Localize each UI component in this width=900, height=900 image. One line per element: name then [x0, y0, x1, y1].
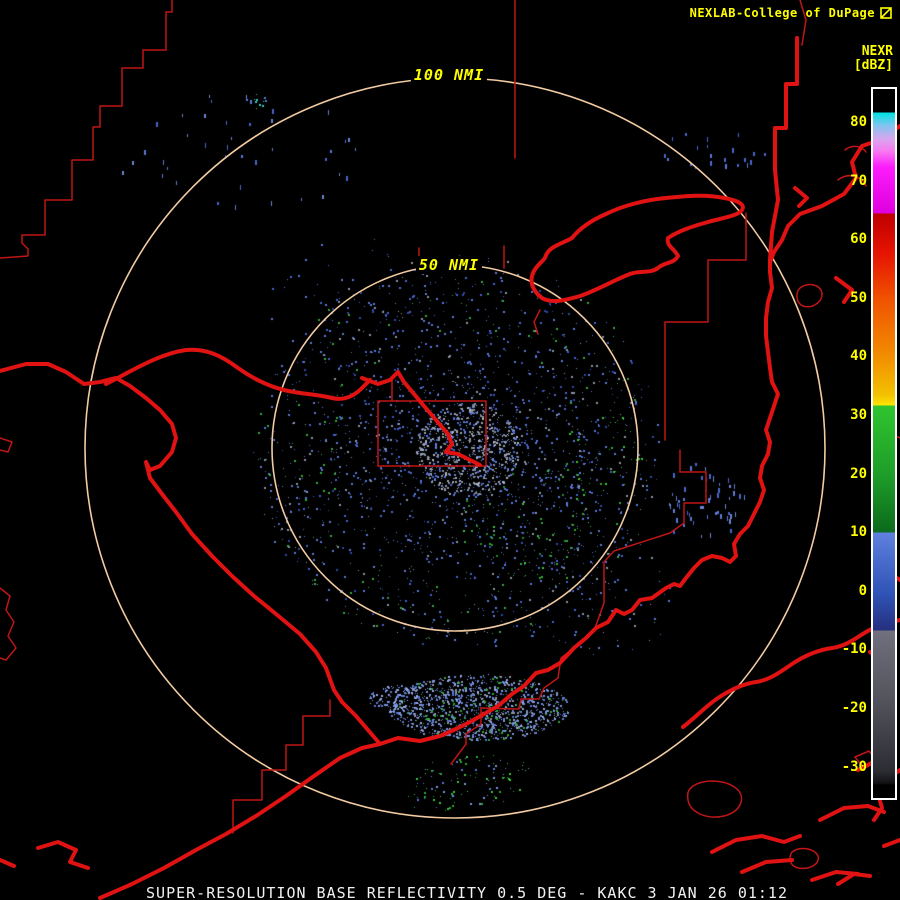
map-boundary-line [664, 212, 747, 441]
colorbar-tick-label: 80 [850, 114, 867, 130]
map-boundary-line [0, 0, 173, 259]
map-boundary-line [529, 193, 745, 304]
colorbar-tick-label: -30 [841, 759, 867, 775]
map-boundary-line [377, 400, 487, 467]
map-boundary-line [594, 258, 780, 630]
map-boundary-line [0, 437, 13, 453]
map-boundary-line [799, 0, 807, 46]
coastline-boundary-lines [0, 36, 900, 900]
colorbar-gradient [873, 89, 895, 798]
colorbar-tick-label: 70 [850, 173, 867, 189]
range-ring-50nmi [271, 264, 639, 632]
colorbar-tick-label: 0 [858, 583, 867, 599]
colorbar-tick-label: -20 [841, 700, 867, 716]
map-boundary-line [796, 283, 823, 308]
map-boundary-line [681, 618, 900, 729]
range-ring-100nmi [84, 77, 826, 819]
status-bar-text: SUPER-RESOLUTION BASE REFLECTIVITY 0.5 D… [146, 884, 788, 900]
colorbar-tick-label: 50 [850, 290, 867, 306]
product-units-label: NEXR [dBZ] [854, 45, 893, 73]
units-label: [dBZ] [853, 58, 893, 73]
map-boundary-line [0, 840, 90, 870]
attribution-text: NEXLAB-College of DuPage [689, 6, 875, 20]
map-boundary-line [98, 626, 598, 900]
colorbar-tick-label: 30 [850, 407, 867, 423]
map-boundary-line [834, 276, 854, 304]
colorbar-tick-label: 60 [850, 231, 867, 247]
colorbar-tick-label: -10 [841, 641, 867, 657]
map-boundary-line [789, 847, 819, 870]
map-boundary-line [533, 309, 541, 335]
product-name: NEXR [861, 44, 893, 59]
range-ring-label-100nmi: 100 NMI [410, 66, 488, 84]
map-boundary-line [793, 186, 809, 208]
colorbar-tick-label: 40 [850, 348, 867, 364]
map-boundary-line [232, 699, 331, 834]
map-boundary-line [0, 362, 382, 746]
map-boundary-line [768, 124, 900, 264]
map-boundary-line [686, 780, 743, 818]
dupage-logo-icon [880, 7, 892, 19]
attribution-bar: NEXLAB-College of DuPage [690, 6, 892, 20]
map-boundary-line [360, 370, 482, 467]
colorbar-tick-label: 10 [850, 524, 867, 540]
map-boundary-line [450, 449, 707, 765]
colorbar-tick-label: 20 [850, 466, 867, 482]
map-boundary-line [0, 587, 17, 661]
map-boundary-line [104, 347, 372, 401]
reflectivity-colorbar [871, 87, 897, 800]
map-boundary-line [768, 36, 799, 262]
range-ring-label-50nmi: 50 NMI [415, 256, 483, 274]
